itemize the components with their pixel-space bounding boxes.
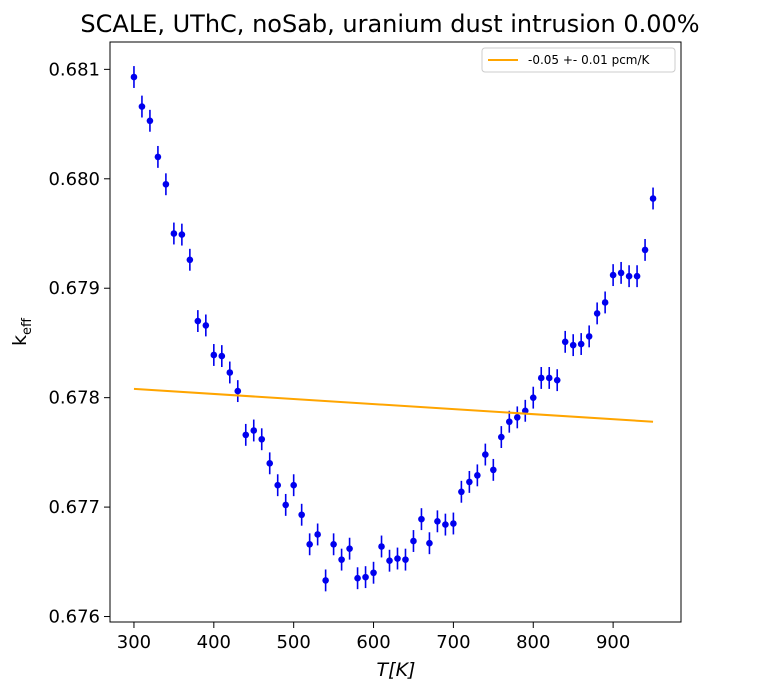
x-tick-label: 400	[197, 632, 231, 653]
data-point	[426, 539, 433, 547]
x-tick-label: 500	[276, 632, 310, 653]
data-point	[218, 352, 226, 360]
data-point	[545, 374, 553, 382]
fit-line	[133, 387, 654, 423]
data-point	[577, 340, 585, 348]
data-point	[402, 556, 409, 563]
data-point	[290, 481, 297, 489]
data-point	[394, 555, 401, 562]
data-point	[585, 333, 593, 340]
data-point	[537, 374, 545, 382]
data-point	[601, 299, 609, 306]
data-point	[314, 531, 321, 538]
data-point	[521, 407, 529, 415]
data-point	[513, 414, 521, 421]
x-tick-label: 300	[117, 632, 151, 653]
data-point	[170, 230, 178, 237]
x-tick-label: 600	[356, 632, 390, 653]
x-tick-label: 800	[516, 632, 550, 653]
y-axis-label-main: k	[9, 335, 31, 346]
x-axis: 300 400 500 600 700 800 900	[117, 622, 630, 653]
data-point	[450, 520, 457, 527]
data-point	[178, 231, 186, 238]
data-point	[633, 272, 641, 280]
legend-box	[481, 47, 676, 73]
data-point	[298, 511, 305, 519]
data-point	[649, 195, 657, 202]
data-point	[553, 376, 561, 384]
data-point	[282, 501, 289, 509]
data-point	[529, 394, 537, 401]
legend: -0.05 +- 0.01 pcm/K	[481, 47, 676, 73]
data-point	[226, 369, 234, 376]
data-point	[410, 537, 417, 545]
data-point	[386, 557, 393, 565]
x-tick-label: 900	[596, 632, 630, 653]
data-point	[322, 577, 329, 584]
data-point	[274, 481, 282, 489]
data-point	[266, 460, 274, 467]
y-tick-label: 0.681	[48, 59, 100, 80]
data-point	[641, 246, 649, 254]
data-point	[609, 271, 617, 279]
data-point	[346, 545, 353, 552]
data-point	[186, 256, 194, 264]
data-point	[330, 541, 337, 548]
data-point	[474, 472, 481, 479]
data-point	[258, 435, 266, 443]
y-tick-label: 0.678	[48, 388, 100, 409]
y-tick-label: 0.677	[48, 497, 100, 518]
data-point	[362, 573, 369, 581]
y-tick-label: 0.680	[48, 169, 100, 190]
data-point	[234, 387, 242, 395]
data-point	[130, 73, 138, 81]
data-point	[434, 518, 441, 525]
plot-frame	[109, 41, 682, 623]
data-point	[138, 103, 146, 110]
data-point	[194, 317, 202, 325]
data-point	[569, 341, 577, 349]
data-point	[490, 466, 497, 474]
data-point	[242, 431, 250, 439]
data-point	[154, 153, 162, 161]
data-point	[442, 521, 449, 528]
data-point	[210, 351, 218, 359]
y-tick-label: 0.676	[48, 607, 100, 628]
y-axis: 0.676 0.677 0.678 0.679 0.680 0.681	[48, 59, 110, 628]
x-tick-label: 700	[436, 632, 470, 653]
data-point	[458, 488, 465, 496]
data-point	[354, 574, 361, 582]
data-point	[202, 322, 210, 329]
data-point	[498, 433, 505, 441]
data-point	[378, 543, 385, 550]
chart-title: SCALE, UThC, noSab, uranium dust intrusi…	[80, 10, 699, 38]
data-point	[561, 338, 569, 346]
data-point	[146, 117, 154, 125]
data-point	[162, 180, 170, 188]
data-point	[593, 310, 601, 317]
data-point	[418, 515, 425, 523]
data-point	[617, 269, 625, 277]
data-point	[506, 418, 513, 426]
y-tick-label: 0.679	[48, 278, 100, 299]
data-point	[625, 272, 633, 280]
y-axis-label-sub: eff	[20, 317, 35, 335]
y-axis-label: keff	[9, 317, 35, 346]
data-point	[466, 478, 473, 486]
data-point	[250, 427, 258, 434]
data-point	[306, 541, 313, 548]
x-axis-label: T[K]	[377, 659, 416, 681]
legend-fit-label: -0.05 +- 0.01 pcm/K	[528, 53, 651, 67]
plot-area	[130, 66, 657, 592]
data-point	[338, 556, 345, 563]
data-point	[370, 569, 377, 577]
data-point	[482, 451, 489, 458]
